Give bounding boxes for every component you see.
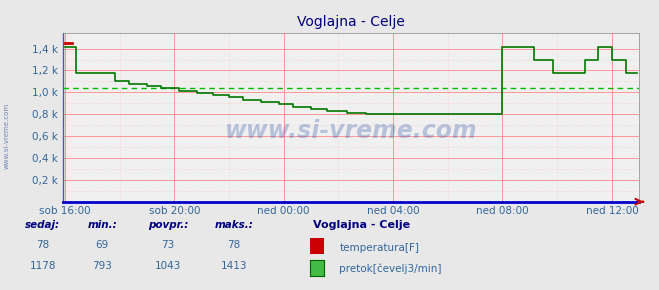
Text: 1043: 1043 (155, 261, 181, 271)
Text: pretok[čevelj3/min]: pretok[čevelj3/min] (339, 264, 442, 274)
Title: Voglajna - Celje: Voglajna - Celje (297, 15, 405, 29)
Text: www.si-vreme.com: www.si-vreme.com (3, 103, 10, 169)
Text: maks.:: maks.: (215, 220, 253, 230)
Text: 1178: 1178 (30, 261, 56, 271)
Text: www.si-vreme.com: www.si-vreme.com (225, 119, 477, 143)
Text: 78: 78 (36, 240, 49, 250)
Text: Voglajna - Celje: Voglajna - Celje (313, 220, 410, 230)
Text: min.:: min.: (87, 220, 117, 230)
Text: 69: 69 (96, 240, 109, 250)
Text: 73: 73 (161, 240, 175, 250)
Text: 78: 78 (227, 240, 241, 250)
Text: povpr.:: povpr.: (148, 220, 188, 230)
Text: temperatura[F]: temperatura[F] (339, 243, 419, 253)
Text: sedaj:: sedaj: (25, 220, 61, 230)
Text: 1413: 1413 (221, 261, 247, 271)
Text: 793: 793 (92, 261, 112, 271)
